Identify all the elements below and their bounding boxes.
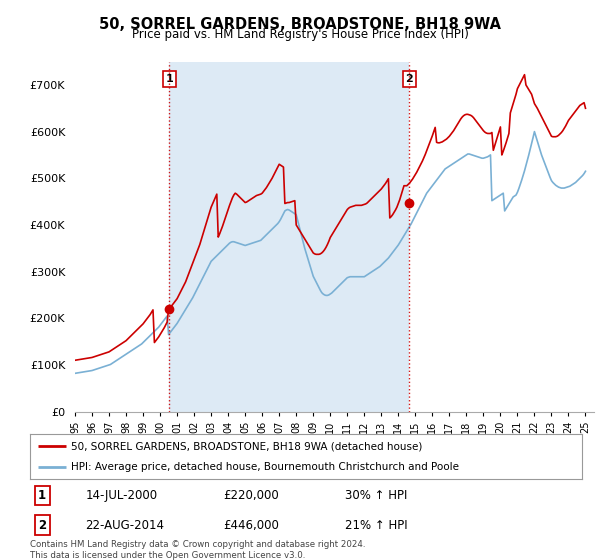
Text: HPI: Average price, detached house, Bournemouth Christchurch and Poole: HPI: Average price, detached house, Bour…: [71, 461, 460, 472]
Text: 2: 2: [406, 74, 413, 84]
Text: Contains HM Land Registry data © Crown copyright and database right 2024.
This d: Contains HM Land Registry data © Crown c…: [30, 540, 365, 560]
Text: Price paid vs. HM Land Registry's House Price Index (HPI): Price paid vs. HM Land Registry's House …: [131, 28, 469, 41]
Text: 21% ↑ HPI: 21% ↑ HPI: [344, 519, 407, 532]
Text: 50, SORREL GARDENS, BROADSTONE, BH18 9WA: 50, SORREL GARDENS, BROADSTONE, BH18 9WA: [99, 17, 501, 32]
Bar: [169, 62, 409, 412]
Bar: [409, 62, 594, 412]
Text: 50, SORREL GARDENS, BROADSTONE, BH18 9WA (detached house): 50, SORREL GARDENS, BROADSTONE, BH18 9WA…: [71, 441, 423, 451]
Text: 14-JUL-2000: 14-JUL-2000: [85, 489, 157, 502]
Text: £220,000: £220,000: [223, 489, 279, 502]
Text: 1: 1: [166, 74, 173, 84]
Text: 1: 1: [38, 489, 46, 502]
Bar: [169, 62, 409, 412]
Text: 30% ↑ HPI: 30% ↑ HPI: [344, 489, 407, 502]
Text: £446,000: £446,000: [223, 519, 279, 532]
Text: 22-AUG-2014: 22-AUG-2014: [85, 519, 164, 532]
Text: 2: 2: [38, 519, 46, 532]
Bar: [75, 62, 169, 412]
